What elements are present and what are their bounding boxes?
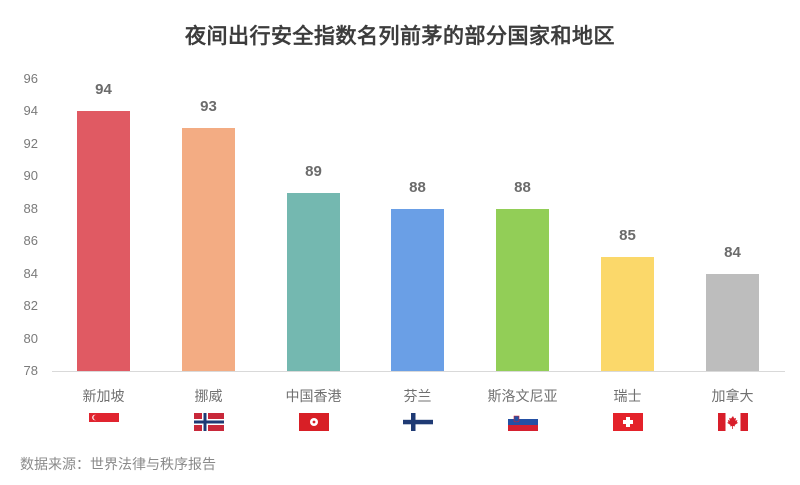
bar-value-label: 88 <box>514 178 531 196</box>
canada-flag-icon <box>718 413 748 431</box>
bar <box>77 111 130 371</box>
y-tick-label: 86 <box>23 233 38 249</box>
y-tick-label: 90 <box>23 168 38 184</box>
bar <box>287 192 340 371</box>
y-tick-label: 94 <box>23 103 38 119</box>
chart-title: 夜间出行安全指数名列前茅的部分国家和地区 <box>185 24 615 48</box>
bar-value-label: 84 <box>724 243 741 261</box>
data-source-note: 数据来源：世界法律与秩序报告 <box>20 457 216 473</box>
bar-value-label: 85 <box>619 227 636 245</box>
slovenia-flag-icon <box>508 413 538 431</box>
bar <box>601 257 654 371</box>
category-label: 瑞士 <box>613 389 642 405</box>
bar <box>182 127 235 371</box>
bar-value-label: 89 <box>305 162 322 180</box>
y-tick-label: 80 <box>23 330 38 346</box>
bar <box>706 273 759 371</box>
y-tick-label: 82 <box>23 298 38 314</box>
y-tick-label: 92 <box>23 135 38 151</box>
switzerland-flag-icon <box>613 413 643 431</box>
bar-value-label: 88 <box>409 178 426 196</box>
category-label: 芬兰 <box>403 389 432 405</box>
category-label: 斯洛文尼亚 <box>487 389 558 405</box>
norway-flag-icon <box>194 413 224 431</box>
finland-flag-icon <box>403 413 433 431</box>
y-tick-label: 88 <box>23 200 38 216</box>
hong-kong-flag-icon <box>299 413 329 431</box>
y-tick-label: 78 <box>23 363 38 378</box>
bar-value-label: 93 <box>200 97 217 115</box>
category-label: 新加坡 <box>82 389 125 405</box>
bar-value-label: 94 <box>95 81 112 99</box>
category-label: 中国香港 <box>285 389 342 405</box>
category-label: 挪威 <box>194 389 223 405</box>
y-tick-label: 96 <box>23 71 38 86</box>
y-tick-label: 84 <box>23 265 38 281</box>
x-axis-line <box>52 371 785 372</box>
singapore-flag-icon <box>89 413 119 431</box>
category-label: 加拿大 <box>711 389 754 405</box>
bar <box>391 208 444 371</box>
bar <box>496 208 549 371</box>
